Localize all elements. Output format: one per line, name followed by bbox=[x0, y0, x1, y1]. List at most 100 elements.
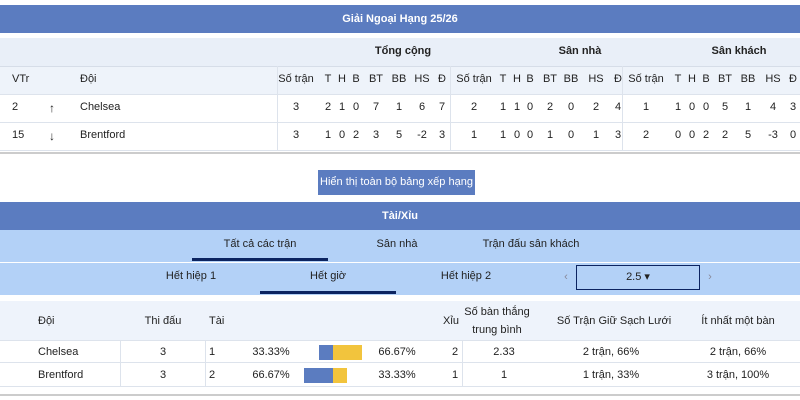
group-label: Tổng cộng bbox=[374, 45, 432, 57]
under-count: 1 bbox=[451, 369, 459, 381]
stat-cell: 1 bbox=[499, 129, 507, 141]
standings-title-bar: Giải Ngoại Hạng 25/26 bbox=[0, 5, 800, 33]
column-divider bbox=[622, 66, 623, 151]
tab-venue-0[interactable]: Tất cả các trận bbox=[223, 238, 297, 250]
over-count: 2 bbox=[209, 369, 216, 381]
col-under: Xỉu bbox=[443, 315, 459, 327]
tab-period-1[interactable]: Hết giờ bbox=[310, 270, 346, 282]
stat-cell: 1 bbox=[338, 101, 346, 113]
col-clean: Số Trận Giữ Sạch Lưới bbox=[556, 315, 672, 327]
stat-cell: 2 bbox=[721, 129, 729, 141]
col-4: BT bbox=[717, 73, 733, 85]
stat-cell: 3 bbox=[438, 129, 446, 141]
col-avg-2: trung bình bbox=[472, 324, 522, 336]
tab-venue-1[interactable]: Sân nhà bbox=[376, 238, 418, 250]
over-percent: 33.33% bbox=[252, 346, 290, 358]
stat-cell: 1 bbox=[546, 129, 554, 141]
stat-cell: 2 bbox=[702, 129, 710, 141]
col-2: H bbox=[513, 73, 521, 85]
row-divider bbox=[0, 122, 800, 123]
rank: 2 bbox=[12, 101, 19, 113]
trend-down-icon: ↓ bbox=[49, 129, 55, 143]
col-scored: Ít nhất một bàn bbox=[701, 315, 775, 327]
col-1: T bbox=[324, 73, 332, 85]
active-period-underline bbox=[260, 291, 396, 294]
column-divider bbox=[462, 341, 463, 386]
show-all-standings-button[interactable]: Hiển thị toàn bộ bảng xếp hạng bbox=[318, 170, 475, 195]
stat-cell: 1 bbox=[395, 101, 403, 113]
stat-cell: 0 bbox=[526, 129, 534, 141]
table-bottom bbox=[0, 152, 800, 154]
col-5: BB bbox=[391, 73, 407, 85]
team-name: Chelsea bbox=[80, 101, 121, 113]
col-7: Đ bbox=[614, 73, 622, 85]
avg-goals: 2.33 bbox=[493, 346, 515, 358]
stat-cell: 0 bbox=[513, 129, 521, 141]
col-2: H bbox=[688, 73, 696, 85]
active-tab-underline bbox=[192, 258, 328, 261]
under-bar bbox=[333, 368, 348, 383]
team-name: Chelsea bbox=[38, 346, 79, 358]
table-bottom bbox=[0, 394, 800, 396]
trend-up-icon: ↑ bbox=[49, 101, 55, 115]
tab-period-0[interactable]: Hết hiệp 1 bbox=[165, 270, 217, 282]
col-4: BT bbox=[368, 73, 384, 85]
col-1: T bbox=[499, 73, 507, 85]
stat-cell: 3 bbox=[292, 101, 300, 113]
stat-cell: 0 bbox=[688, 129, 696, 141]
standings-title: Giải Ngoại Hạng 25/26 bbox=[342, 13, 458, 25]
under-percent: 33.33% bbox=[378, 369, 416, 381]
stat-cell: 1 bbox=[513, 101, 521, 113]
stat-cell: 3 bbox=[789, 101, 797, 113]
row-divider bbox=[0, 362, 800, 363]
stat-cell: 2 bbox=[324, 101, 332, 113]
row-divider bbox=[0, 150, 800, 151]
line-select[interactable]: 2.5 ▾ bbox=[576, 265, 700, 290]
group-label: Sân nhà bbox=[558, 45, 602, 57]
stat-cell: 0 bbox=[567, 129, 575, 141]
over-under-title: Tài/Xỉu bbox=[381, 210, 419, 222]
stat-cell: -2 bbox=[417, 129, 427, 141]
stat-cell: -3 bbox=[768, 129, 778, 141]
stat-cell: 1 bbox=[744, 101, 752, 113]
ou-header-row bbox=[0, 301, 800, 341]
stat-cell: 1 bbox=[324, 129, 332, 141]
stat-cell: 5 bbox=[395, 129, 403, 141]
played: 3 bbox=[159, 369, 167, 381]
stat-cell: 0 bbox=[567, 101, 575, 113]
over-bar bbox=[304, 368, 333, 383]
stat-cell: 0 bbox=[688, 101, 696, 113]
col-0: Số trận bbox=[456, 73, 492, 85]
col-0: Số trận bbox=[628, 73, 664, 85]
under-percent: 66.67% bbox=[378, 346, 416, 358]
stat-cell: 0 bbox=[674, 129, 682, 141]
stat-cell: 7 bbox=[438, 101, 446, 113]
column-divider bbox=[120, 341, 121, 386]
col-over: Tài bbox=[209, 315, 225, 327]
col-5: BB bbox=[740, 73, 756, 85]
stat-cell: 5 bbox=[721, 101, 729, 113]
stat-cell: 0 bbox=[526, 101, 534, 113]
col-avg: Số bàn thắng bbox=[464, 306, 530, 318]
stat-cell: 4 bbox=[769, 101, 777, 113]
clean-sheets: 2 trận, 66% bbox=[582, 346, 640, 358]
rank: 15 bbox=[12, 129, 25, 141]
col-3: B bbox=[352, 73, 360, 85]
col-4: BT bbox=[542, 73, 558, 85]
chevron-right-icon: › bbox=[708, 271, 712, 283]
stat-cell: 1 bbox=[592, 129, 600, 141]
row-divider bbox=[0, 94, 800, 95]
over-percent: 66.67% bbox=[252, 369, 290, 381]
stat-cell: 0 bbox=[789, 129, 797, 141]
col-rank: VTr bbox=[12, 73, 30, 85]
stat-cell: 2 bbox=[592, 101, 600, 113]
tab-period-2[interactable]: Hết hiệp 2 bbox=[440, 270, 492, 282]
stat-cell: 5 bbox=[744, 129, 752, 141]
tab-venue-2[interactable]: Trận đấu sân khách bbox=[482, 238, 580, 250]
venue-tabs bbox=[0, 230, 800, 262]
over-bar bbox=[318, 345, 333, 360]
col-0: Số trận bbox=[278, 73, 314, 85]
avg-goals: 1 bbox=[500, 369, 508, 381]
col-played: Thi đấu bbox=[144, 315, 182, 327]
stat-cell: 2 bbox=[352, 129, 360, 141]
